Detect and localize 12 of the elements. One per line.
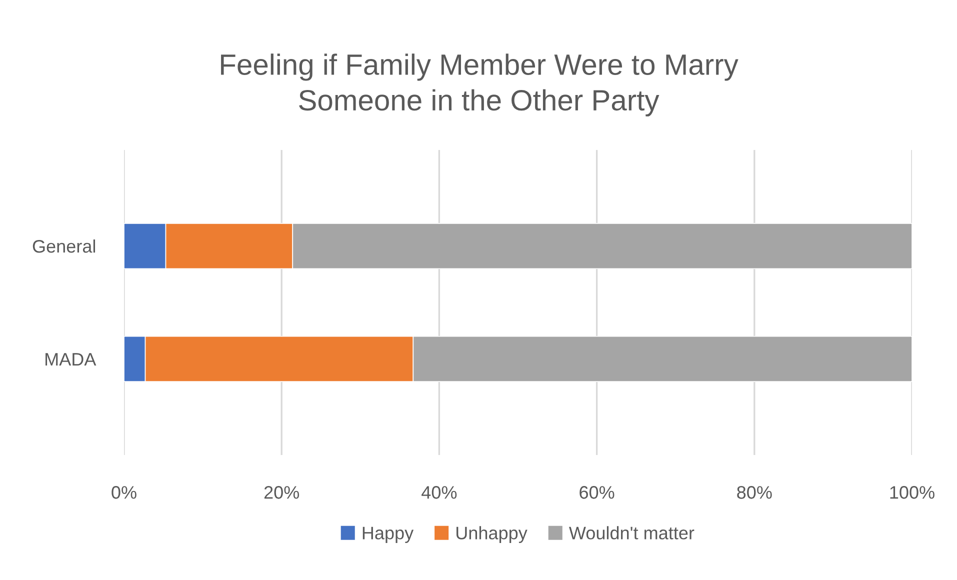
x-tick-label: 20% xyxy=(264,486,300,499)
y-tick-label: General xyxy=(32,239,96,253)
x-tick-label: 100% xyxy=(890,486,934,499)
x-tick-label: 0% xyxy=(112,486,136,499)
x-tick-label: 80% xyxy=(737,486,772,499)
chart-title: Feeling if Family Member Were to Marry Someone in the Other Party xyxy=(221,54,738,116)
legend-label: Wouldn't matter xyxy=(568,526,694,540)
x-tick-label: 40% xyxy=(422,486,457,499)
legend-label: Unhappy xyxy=(456,526,528,543)
x-tick-label: 60% xyxy=(580,486,614,499)
y-tick-label: MADA xyxy=(46,353,96,366)
legend-label: Happy xyxy=(362,526,414,543)
